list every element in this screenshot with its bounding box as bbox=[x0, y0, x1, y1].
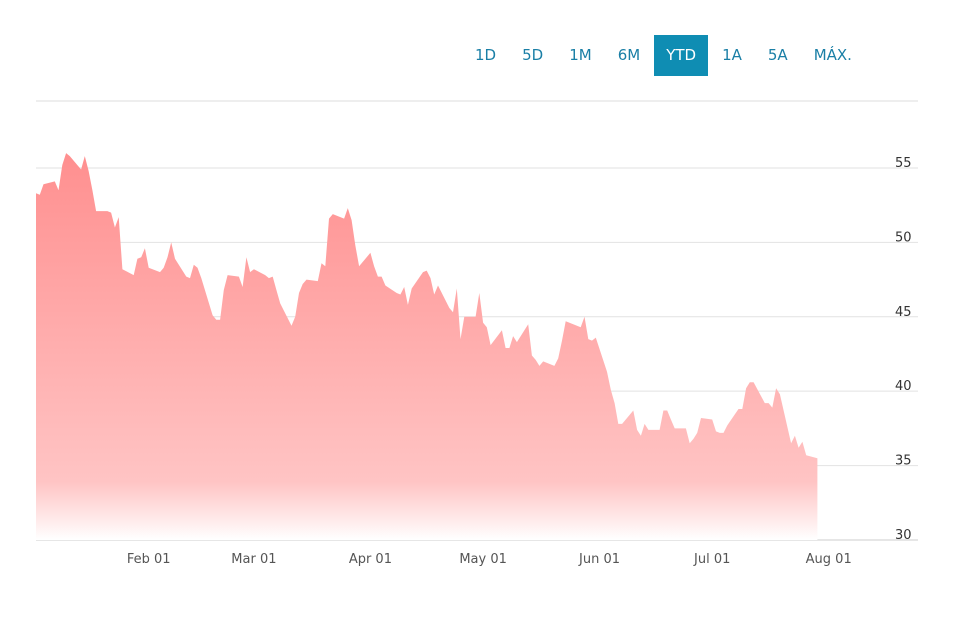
x-tick-label: Aug 01 bbox=[806, 552, 852, 567]
y-tick-label: 50 bbox=[895, 230, 912, 245]
range-button-1d[interactable]: 1D bbox=[475, 46, 497, 64]
range-button-1a[interactable]: 1A bbox=[722, 46, 742, 64]
x-tick-label: Feb 01 bbox=[127, 552, 171, 567]
range-button-mx[interactable]: MÁX. bbox=[813, 46, 852, 64]
x-tick-label: Jul 01 bbox=[693, 552, 730, 567]
x-tick-label: Mar 01 bbox=[231, 552, 276, 567]
range-button-ytd[interactable]: YTD bbox=[654, 35, 709, 76]
x-tick-label: Apr 01 bbox=[349, 552, 392, 567]
y-tick-label: 35 bbox=[895, 454, 912, 469]
y-tick-label: 40 bbox=[895, 379, 912, 394]
x-tick-label: May 01 bbox=[459, 552, 507, 567]
range-selector: 1D 5D 1M 6M YTD 1A 5A MÁX. bbox=[462, 35, 865, 76]
y-tick-label: 45 bbox=[895, 305, 912, 320]
x-tick-label: Jun 01 bbox=[578, 552, 620, 567]
range-button-1m[interactable]: 1M bbox=[569, 46, 592, 64]
price-area bbox=[36, 153, 818, 540]
range-button-5a[interactable]: 5A bbox=[767, 46, 788, 64]
y-tick-label: 55 bbox=[895, 156, 912, 171]
y-tick-label: 30 bbox=[895, 528, 912, 543]
range-button-6m[interactable]: 6M bbox=[617, 46, 641, 64]
range-button-5d[interactable]: 5D bbox=[522, 46, 544, 64]
